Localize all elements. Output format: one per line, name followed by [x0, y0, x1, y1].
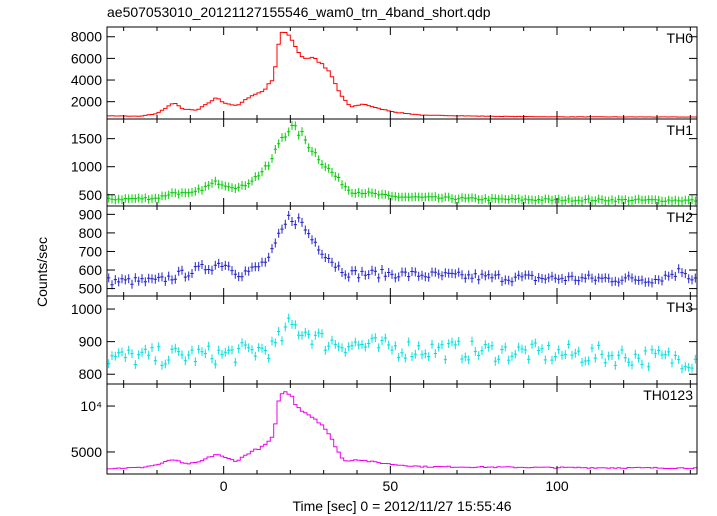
y-tick-label: 5000 [71, 444, 102, 460]
series-th0123-line [107, 391, 697, 470]
y-tick-label: 1000 [71, 301, 102, 317]
y-tick-label: 1000 [71, 159, 102, 175]
y-tick-label: 900 [79, 206, 103, 222]
x-tick-label: 100 [545, 478, 569, 494]
panel-frame [106, 383, 698, 475]
y-tick-label: 500 [79, 281, 103, 297]
y-tick-label: 4000 [71, 72, 102, 88]
panel-label: TH2 [667, 209, 694, 225]
panel-frame [106, 295, 698, 385]
panel-th2: 500 600 700 800 900 TH2 [79, 205, 698, 297]
x-axis-label: Time [sec] 0 = 2012/11/27 15:55:46 [292, 498, 511, 514]
series-th3-errorbars [107, 313, 697, 374]
panel-label: TH0123 [643, 387, 693, 403]
panel-th3: 800 900 1000 TH3 [71, 295, 698, 385]
series-th0-line [107, 31, 697, 118]
y-tick-label: 800 [79, 366, 103, 382]
x-tick-label: 0 [220, 478, 228, 494]
y-tick-label: 6000 [71, 50, 102, 66]
y-tick-label: 2000 [71, 94, 102, 110]
y-tick-label: 1500 [71, 131, 102, 147]
y-tick-label: 800 [79, 225, 103, 241]
y-tick-label: 10⁴ [80, 398, 102, 414]
y-tick-label: 900 [79, 334, 103, 350]
panel-th0: 2000 4000 6000 8000 TH0 [71, 26, 698, 120]
panel-frame [106, 26, 698, 120]
panel-label: TH0 [667, 30, 694, 46]
y-tick-label: 8000 [71, 29, 102, 45]
panel-label: TH1 [667, 122, 694, 138]
y-tick-label: 500 [79, 187, 103, 203]
panel-label: TH3 [667, 299, 694, 315]
chart-title: ae507053010_20121127155546_wam0_trn_4ban… [107, 4, 491, 20]
panel-th1: 500 1000 1500 TH1 [71, 118, 698, 207]
y-axis-label: Counts/sec [34, 237, 50, 307]
x-tick-label: 50 [383, 478, 399, 494]
y-tick-label: 600 [79, 262, 103, 278]
panel-th0123: 5000 10⁴ TH0123 [71, 383, 698, 475]
series-th2-errorbars [107, 210, 697, 290]
series-th1-errorbars [107, 121, 697, 206]
y-tick-label: 700 [79, 243, 103, 259]
